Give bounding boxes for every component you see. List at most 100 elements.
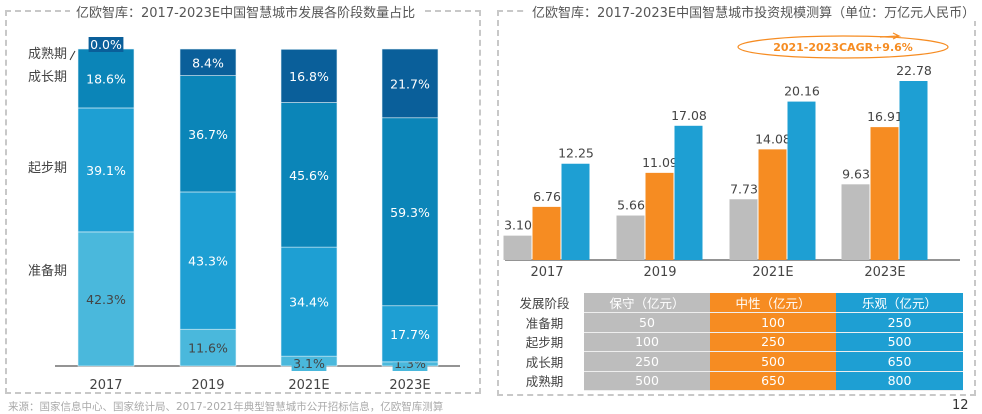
data-label: 34.4%	[289, 295, 329, 310]
cell: 500	[584, 371, 710, 391]
data-label: 21.7%	[390, 76, 430, 91]
data-label: 5.66	[617, 198, 645, 213]
data-label: 16.8%	[289, 69, 329, 84]
stack-segment	[280, 49, 338, 103]
data-label: 17.7%	[390, 327, 430, 342]
cell: 650	[836, 351, 963, 372]
leader-line	[69, 50, 76, 61]
right-chart-title: 亿欧智库：2017-2023E中国智慧城市投资规模测算（单位：万亿元人民币）	[526, 2, 982, 21]
legend-label: 成长期	[28, 70, 67, 85]
table-header-row: 发展阶段 保守（亿元） 中性（亿元） 乐观（亿元）	[505, 293, 963, 313]
data-label: 22.78	[896, 63, 932, 78]
table-row: 起步期 100 250 500	[505, 332, 963, 352]
x-tick-label: 2021E	[752, 265, 793, 280]
cell: 50	[584, 312, 710, 333]
cell: 100	[710, 312, 836, 333]
stack-segment	[381, 305, 439, 363]
stack-segment	[77, 107, 135, 233]
data-label: 11.09	[642, 155, 678, 170]
cell: 成熟期	[505, 371, 584, 391]
bar	[758, 149, 787, 260]
cell: 250	[836, 312, 963, 333]
data-label: 18.6%	[86, 71, 126, 86]
cell: 起步期	[505, 332, 584, 352]
legend-label: 准备期	[28, 263, 67, 279]
cell: 500	[836, 332, 963, 352]
table-row: 成长期 250 500 650	[505, 351, 963, 372]
cagr-label: 2021-2023CAGR+9.6%	[773, 41, 913, 54]
x-tick-label: 2019	[643, 265, 676, 280]
data-label: 12.25	[558, 146, 594, 161]
bar	[645, 172, 674, 260]
bar	[561, 163, 590, 260]
header-stage: 发展阶段	[505, 293, 584, 313]
data-label: 0.0%	[90, 37, 122, 52]
bar	[503, 235, 532, 260]
data-label: 17.08	[671, 108, 707, 123]
bar	[532, 206, 561, 260]
stack-segment	[280, 102, 338, 248]
arrow-icon	[879, 32, 902, 40]
data-label: 59.3%	[390, 205, 430, 220]
table-row: 成熟期 500 650 800	[505, 371, 963, 391]
data-label: 11.6%	[188, 341, 228, 356]
bar	[616, 215, 645, 260]
x-tick-label: 2017	[530, 265, 563, 280]
data-label: 20.16	[784, 84, 820, 99]
data-label-bg	[88, 37, 124, 52]
source-note: 来源：国家信息中心、国家统计局、2017-2021年典型智慧城市公开招标信息，亿…	[8, 401, 444, 413]
stack-segment	[179, 48, 237, 76]
x-tick-label: 2023E	[864, 265, 905, 280]
cagr-ellipse	[737, 35, 949, 59]
stack-segment	[179, 328, 237, 367]
data-label: 6.76	[533, 189, 561, 204]
stack-segment	[179, 191, 237, 330]
x-tick-label: 2019	[191, 378, 224, 393]
stack-segment	[280, 246, 338, 357]
data-label: 8.4%	[192, 55, 224, 70]
bar	[787, 101, 816, 260]
data-label-bg	[291, 356, 327, 371]
data-label: 14.08	[755, 131, 791, 146]
cell: 成长期	[505, 351, 584, 371]
x-tick-label: 2017	[89, 378, 122, 393]
scenario-table: 发展阶段 保守（亿元） 中性（亿元） 乐观（亿元） 准备期 50 100 250 起步…	[505, 293, 963, 391]
data-label: 42.3%	[86, 292, 126, 307]
stack-segment	[381, 48, 439, 119]
cell: 800	[836, 371, 963, 391]
page-number: 12	[952, 398, 969, 413]
data-label: 9.63	[842, 166, 870, 181]
x-tick-label: 2021E	[288, 378, 329, 393]
cell: 500	[710, 351, 836, 372]
data-label: 39.1%	[86, 163, 126, 178]
header-conservative: 保守（亿元）	[584, 293, 710, 313]
stack-segment	[77, 231, 135, 367]
bar	[899, 81, 928, 260]
stack-segment	[179, 75, 237, 193]
data-label: 16.91	[867, 109, 903, 124]
legend-label: 起步期	[28, 161, 67, 176]
legend-label: 成熟期	[28, 46, 67, 62]
data-label: 3.1%	[293, 356, 325, 371]
cell: 100	[584, 332, 710, 352]
data-label: 43.3%	[188, 254, 228, 269]
cell: 准备期	[505, 312, 584, 332]
cell: 650	[710, 371, 836, 391]
x-tick-label: 2023E	[389, 378, 430, 393]
bar	[674, 125, 703, 260]
cell: 250	[584, 351, 710, 372]
header-neutral: 中性（亿元）	[710, 293, 836, 313]
stack-segment	[381, 117, 439, 307]
data-label: 45.6%	[289, 168, 329, 183]
data-label: 36.7%	[188, 127, 228, 142]
cell: 250	[710, 332, 836, 352]
data-label: 3.10	[504, 218, 532, 233]
bar	[870, 127, 899, 260]
bar	[729, 199, 758, 260]
left-chart-title: 亿欧智库：2017-2023E中国智慧城市发展各阶段数量占比	[70, 2, 422, 21]
header-optimistic: 乐观（亿元）	[836, 293, 963, 313]
table-row: 准备期 50 100 250	[505, 312, 963, 333]
bar	[841, 184, 870, 260]
data-label: 7.73	[730, 181, 758, 196]
